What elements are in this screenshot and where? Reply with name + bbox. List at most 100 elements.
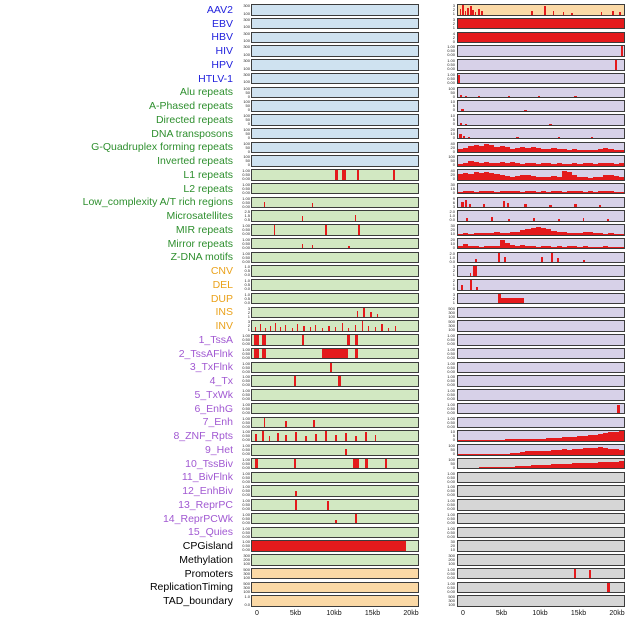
track-panel-right: [457, 72, 625, 85]
signal-bar: [532, 217, 535, 221]
y-tick-label: 1.0: [244, 278, 250, 284]
y-tick-label: 0: [452, 38, 455, 44]
y-axis-ticks: 1.00 0.50 0.00: [419, 416, 457, 428]
track-label: L2 repeats: [183, 182, 233, 195]
y-tick-label: 300: [448, 598, 455, 604]
signal-bar: [482, 204, 486, 208]
signal-bar: [530, 465, 536, 469]
signal-bar: [469, 280, 473, 290]
track-panel-right: [457, 361, 625, 374]
track-row: HTLV-1 300 100 1.00 0.50 0.00: [0, 72, 625, 86]
y-tick-label: 0.50: [242, 488, 250, 494]
signal-bar: [546, 191, 552, 194]
signal-bar: [509, 439, 516, 441]
signal-bar: [458, 174, 464, 180]
signal-bar: [483, 246, 490, 249]
signal-bar: [535, 246, 541, 249]
signal-bar: [270, 325, 272, 331]
track-row: A-Phased repeats 100 50 0 10 5 0: [0, 99, 625, 113]
signal-bar: [301, 244, 304, 249]
signal-bar: [458, 191, 464, 194]
track-panel-left: [251, 86, 419, 99]
signal-bar: [295, 490, 297, 496]
signal-bar: [353, 458, 360, 469]
signal-bar: [598, 149, 604, 153]
y-tick-label: 1: [247, 327, 250, 333]
y-axis-ticks: 1.0 0.5 0.0: [238, 265, 251, 277]
signal-bar: [572, 436, 578, 441]
y-tick-label: 0.50: [242, 227, 250, 233]
signal-profile: [458, 143, 624, 153]
track-row: Low_complexity A/T rich regions 1.00 0.50 0…: [0, 196, 625, 210]
y-tick-label: 2: [452, 34, 455, 40]
y-tick-label: 0.00: [447, 66, 455, 72]
signal-bar: [356, 170, 359, 180]
track-panel-right: [457, 512, 625, 525]
y-tick-label: 0.00: [242, 341, 250, 347]
signal-bar: [473, 145, 479, 153]
signal-bar: [295, 431, 297, 441]
track-panel-right: [457, 526, 625, 539]
track-panel-right: [457, 334, 625, 346]
track-panel-left: [251, 485, 419, 497]
signal-bar: [608, 175, 614, 180]
track-label: Inverted repeats: [157, 155, 233, 168]
signal-bar: [598, 191, 604, 194]
signal-bar: [515, 466, 521, 469]
y-tick-label: 0.50: [447, 48, 455, 54]
signal-bar: [468, 203, 472, 208]
y-tick-label: 100: [448, 602, 455, 608]
y-tick-label: 0.5: [244, 282, 250, 288]
signal-bar: [619, 12, 621, 15]
signal-bar: [535, 227, 541, 235]
signal-bar: [577, 246, 583, 249]
signal-bar: [463, 147, 469, 153]
signal-bar: [603, 174, 609, 180]
y-tick-label: 500: [448, 319, 455, 325]
y-tick-label: 3: [452, 16, 455, 22]
signal-bar: [587, 246, 593, 249]
signal-bar: [499, 453, 505, 455]
y-tick-label: 0.50: [447, 75, 455, 81]
signal-bar: [509, 148, 516, 153]
y-tick-label: 50: [245, 103, 250, 109]
signal-bar: [253, 348, 259, 359]
signal-bar: [551, 176, 557, 180]
track-panel-right: [457, 127, 625, 140]
y-axis-ticks: 300 100: [238, 17, 251, 30]
signal-bar: [321, 328, 323, 331]
y-tick-label: 0.00: [242, 189, 250, 195]
track-row: 10_TssBiv 1.00 0.50 0.00 100 50 0: [0, 457, 625, 471]
track-label: 7_Enh: [202, 416, 233, 429]
signal-bar: [603, 447, 609, 455]
y-tick-label: 0.00: [242, 244, 250, 250]
signal-bar: [489, 246, 495, 249]
y-tick-label: 1.00: [242, 333, 250, 339]
y-tick-label: 0.00: [242, 423, 250, 429]
signal-bar: [607, 582, 610, 593]
y-tick-label: 1.00: [242, 360, 250, 366]
y-tick-label: 1.00: [242, 443, 250, 449]
y-tick-label: 0: [247, 93, 250, 99]
signal-bar: [280, 326, 282, 331]
signal-bar: [494, 245, 500, 249]
y-axis-ticks: 300 100: [238, 31, 251, 44]
y-tick-label: 1.00: [447, 498, 455, 504]
track-row: INV 3 2 1 500 300 100: [0, 319, 625, 333]
track-panel-left: [251, 59, 419, 71]
y-axis-ticks: 1.00 0.50 0.00: [419, 59, 457, 71]
y-axis-ticks: 30 20 10: [419, 540, 457, 552]
track-panel-left: [251, 265, 419, 277]
y-axis-ticks: 100 50 0: [238, 127, 251, 139]
signal-bar: [348, 327, 350, 331]
signal-bar: [489, 439, 495, 441]
y-tick-label: 0: [452, 148, 455, 154]
signal-bar: [520, 451, 526, 455]
signal-bar: [546, 464, 552, 469]
signal-bar: [344, 448, 347, 455]
track-row: 1_TssA 1.00 0.50 0.00 1.00 0.50 0.00: [0, 333, 625, 347]
signal-bar: [466, 218, 469, 221]
signal-bar: [268, 435, 271, 441]
y-tick-label: 1.00: [242, 415, 250, 421]
track-row: DEL 1.0 0.5 0.0 2 1 0: [0, 278, 625, 292]
